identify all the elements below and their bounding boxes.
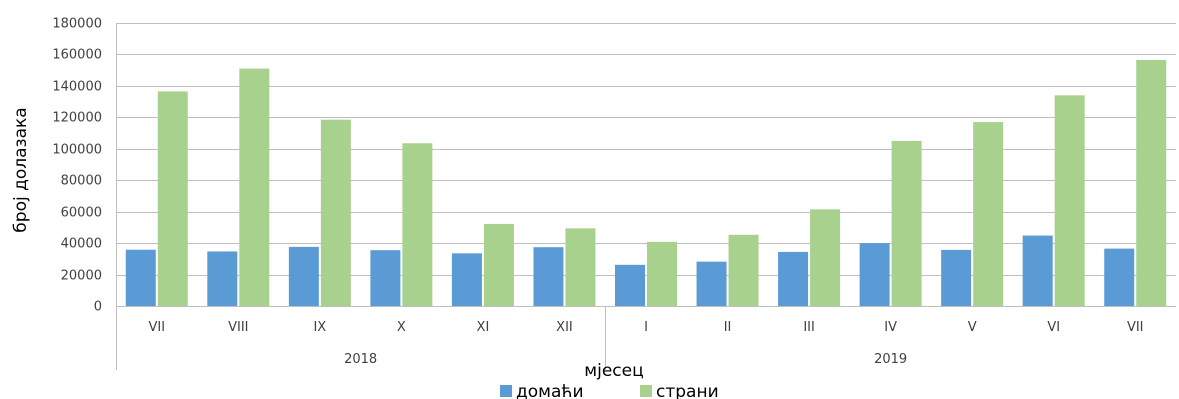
bar-domestic (288, 246, 319, 306)
bar-domestic (859, 243, 890, 306)
bar-foreign (891, 140, 922, 306)
bar-foreign (1054, 95, 1085, 306)
bar-domestic (615, 264, 645, 306)
y-tick-label: 40000 (61, 237, 102, 252)
y-tick-label: 60000 (61, 206, 102, 221)
y-tick-label: 120000 (52, 111, 102, 126)
x-tick-label: XI (477, 320, 490, 335)
legend-label: домаћи (516, 382, 584, 399)
bar-domestic (696, 261, 727, 306)
bars (125, 59, 1167, 307)
bar-domestic (941, 249, 972, 306)
y-tick-label: 180000 (52, 17, 102, 32)
bar-foreign (402, 143, 433, 306)
bar-foreign (1136, 59, 1167, 307)
y-axis-title: број долазака (11, 107, 31, 232)
bar-foreign (483, 223, 514, 306)
bar-foreign (810, 209, 841, 306)
x-tick-label: IX (313, 320, 326, 335)
bar-domestic (451, 253, 482, 306)
bar-domestic (533, 247, 564, 306)
y-tick-label: 160000 (52, 48, 102, 63)
group-label: 2019 (874, 352, 907, 367)
group-label: 2018 (344, 352, 377, 367)
x-tick-label: VIII (228, 320, 248, 335)
x-tick-label: II (724, 320, 732, 335)
bar-domestic (125, 249, 156, 306)
y-tick-label: 0 (94, 300, 102, 315)
y-tick-label: 100000 (52, 143, 102, 158)
bar-foreign (320, 119, 351, 306)
legend-swatch (500, 385, 512, 397)
x-axis-title: мјесец (584, 361, 643, 381)
x-tick-label: V (968, 320, 977, 335)
bar-domestic (1022, 235, 1053, 306)
x-tick-label: VII (1127, 320, 1144, 335)
x-tick-label: III (803, 320, 815, 335)
bar-foreign (565, 228, 596, 306)
legend-swatch (640, 385, 652, 397)
bar-foreign (157, 91, 188, 307)
bar-foreign (728, 234, 759, 306)
y-tick-label: 140000 (52, 80, 102, 95)
gridlines (116, 23, 1176, 307)
axes (116, 23, 1176, 370)
tick-labels: 0 20000 40000 60000 80000 100000 120000 140000 1… (52, 17, 1143, 368)
x-tick-label: VII (148, 320, 165, 335)
x-tick-label: XII (556, 320, 573, 335)
bar-domestic (778, 251, 809, 306)
legend: домаћи страни (500, 382, 719, 399)
x-tick-label: VI (1047, 320, 1060, 335)
x-tick-label: I (644, 320, 648, 335)
bar-domestic (370, 250, 401, 306)
bar-foreign (973, 122, 1004, 306)
bar-domestic (207, 251, 238, 306)
bar-foreign (239, 68, 270, 306)
x-tick-label: X (397, 320, 406, 335)
y-tick-label: 80000 (61, 174, 102, 189)
legend-label: страни (656, 382, 719, 399)
y-tick-label: 20000 (61, 269, 102, 284)
bar-domestic (1104, 248, 1135, 306)
bar-foreign (647, 241, 677, 306)
x-tick-label: IV (884, 320, 897, 335)
